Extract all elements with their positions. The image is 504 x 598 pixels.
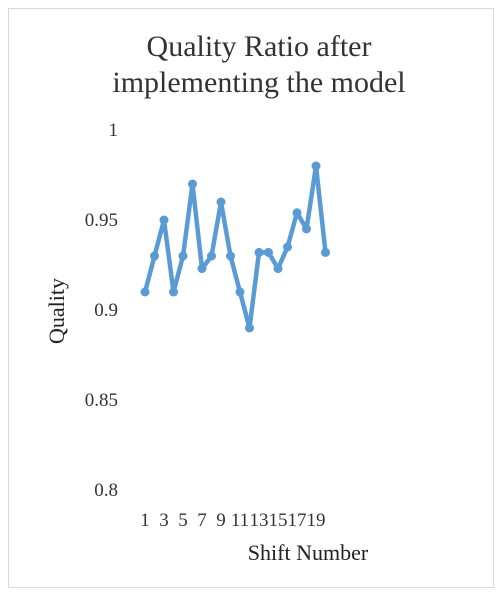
data-point — [188, 179, 197, 189]
x-tick-label: 7 — [197, 510, 207, 531]
x-tick-label: 17 — [288, 510, 307, 531]
data-point — [311, 161, 321, 171]
y-tick-label: 0.9 — [94, 300, 118, 321]
y-tick-label: 0.8 — [94, 480, 118, 501]
data-point — [159, 215, 169, 225]
data-point — [235, 287, 245, 297]
series-points — [140, 161, 330, 333]
data-point — [245, 323, 254, 333]
data-point — [273, 264, 283, 274]
data-point — [150, 251, 159, 261]
y-axis-label: Quality — [44, 278, 69, 344]
x-tick-label: 1 — [140, 510, 150, 531]
data-point — [140, 287, 150, 297]
y-tick-label: 0.95 — [85, 210, 118, 231]
y-tick-label: 1 — [109, 120, 119, 141]
data-point — [321, 247, 330, 257]
x-tick-label: 9 — [216, 510, 226, 531]
x-tick-label: 13 — [250, 510, 269, 531]
x-tick-label: 19 — [307, 510, 326, 531]
series-line — [142, 163, 328, 331]
data-point — [302, 224, 311, 234]
x-tick-label: 11 — [231, 510, 249, 531]
chart-title-line-1: Quality Ratio after — [147, 30, 372, 63]
data-point — [197, 264, 207, 274]
y-axis-ticks: 0.8 0.85 0.9 0.95 1 — [85, 120, 118, 501]
x-axis-label: Shift Number — [248, 540, 369, 565]
chart-title-line-2: implementing the model — [112, 66, 405, 99]
x-tick-label: 5 — [178, 510, 188, 531]
chart-frame — [8, 8, 494, 588]
x-axis-ticks: 1 3 5 7 9 11 13 15 17 19 — [140, 510, 325, 531]
data-point — [292, 208, 302, 218]
data-point — [216, 197, 226, 207]
x-tick-label: 3 — [159, 510, 169, 531]
data-point — [169, 287, 178, 297]
x-tick-label: 15 — [269, 510, 288, 531]
data-point — [226, 251, 235, 261]
data-point — [283, 242, 292, 252]
data-point — [254, 247, 264, 257]
data-point — [178, 251, 188, 261]
data-point — [264, 247, 273, 257]
data-point — [207, 251, 216, 261]
y-tick-label: 0.85 — [85, 390, 118, 411]
